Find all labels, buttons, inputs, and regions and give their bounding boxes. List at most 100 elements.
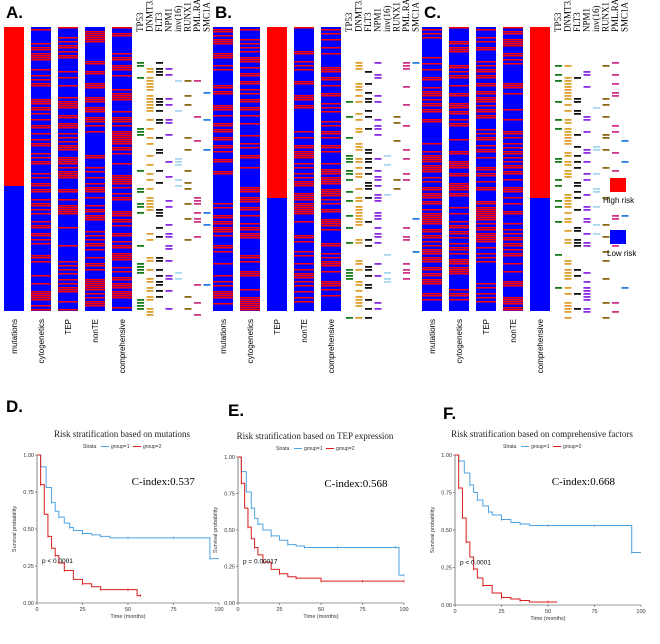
heatmap-stripe — [294, 291, 314, 293]
mutation-mark — [612, 92, 619, 94]
heatmap-stripe — [449, 77, 469, 79]
mutation-mark — [355, 221, 363, 223]
heatmap-stripe — [449, 107, 469, 109]
heatmap-stripe — [31, 309, 51, 311]
heatmap-stripe — [422, 105, 442, 107]
heatmap-stripe — [85, 41, 105, 43]
mutation-mark — [355, 296, 363, 298]
heatmap-stripe — [321, 181, 341, 183]
heatmap-column-comprehensive: comprehensive — [321, 27, 341, 373]
heatmap-column-cytogenetics: cytogenetics — [240, 27, 260, 363]
mutation-mark — [137, 131, 144, 133]
mutation-mark — [156, 68, 163, 70]
km-panel-3: F. Risk stratification based on comprehen… — [430, 404, 646, 622]
mutation-mark — [346, 278, 353, 280]
mutation-mark — [156, 257, 163, 259]
heatmap-stripe — [85, 39, 105, 41]
heatmap-stripe — [58, 163, 78, 165]
mutation-mark — [574, 182, 581, 184]
heatmap-stripe — [31, 203, 51, 205]
heatmap-stripe — [85, 87, 105, 89]
heatmap-stripe — [503, 237, 523, 239]
gene-label: PML.RARα — [610, 0, 620, 32]
heatmap-stripe — [294, 185, 314, 187]
heatmap-stripe — [240, 167, 260, 169]
heatmap-stripe — [85, 33, 105, 35]
mutation-mark — [384, 155, 391, 157]
mutation-mark — [146, 179, 154, 181]
mutation-mark — [621, 140, 629, 142]
mutation-mark — [365, 161, 372, 163]
mutation-mark — [403, 227, 410, 229]
mutation-mark — [564, 287, 572, 289]
heatmap-column-label: cytogenetics — [37, 319, 46, 363]
heatmap-stripe — [31, 119, 51, 121]
km-curve-group=1 — [37, 454, 219, 560]
panel-label: A. — [6, 3, 23, 22]
mutation-mark — [403, 62, 410, 64]
heatmap-stripe — [85, 197, 105, 199]
heatmap-stripe — [213, 85, 233, 87]
heatmap-stripe — [503, 239, 523, 241]
heatmap-stripe — [58, 287, 78, 289]
mutation-mark — [574, 110, 581, 112]
heatmap-stripe — [240, 147, 260, 149]
mutation-mark — [365, 197, 372, 199]
mutation-mark — [612, 215, 619, 217]
mutation-mark — [374, 263, 382, 265]
mutation-mark — [374, 308, 382, 310]
heatmap-stripe — [422, 273, 442, 275]
mutation-mark — [564, 197, 572, 199]
heatmap-stripe — [85, 297, 105, 299]
mutation-mark — [137, 266, 144, 268]
heatmap-stripe — [240, 143, 260, 145]
gene-label: NPM1 — [373, 8, 383, 32]
heatmap-stripe — [503, 187, 523, 189]
heatmap-stripe — [85, 285, 105, 287]
heatmap-stripe — [240, 57, 260, 59]
mutation-mark — [165, 206, 173, 208]
heatmap-stripe — [321, 77, 341, 79]
mutation-mark — [583, 299, 591, 301]
mutation-mark — [137, 263, 144, 265]
heatmap-stripe — [58, 77, 78, 79]
heatmap-stripe — [58, 55, 78, 57]
heatmap-stripe — [476, 237, 496, 239]
heatmap-column-TEP: TEP — [476, 27, 496, 335]
km-panels: D. Risk stratification based on mutations… — [6, 397, 646, 622]
heatmap-stripe — [476, 181, 496, 183]
heatmap-stripe — [240, 305, 260, 307]
heatmap-stripe — [112, 111, 132, 113]
mutation-mark — [146, 137, 154, 139]
heatmap-stripe — [85, 101, 105, 103]
mutation-mark — [146, 128, 154, 130]
mutation-mark — [346, 227, 353, 229]
mutation-mark — [156, 236, 163, 238]
mutation-mark — [146, 83, 154, 85]
heatmap-stripe — [85, 293, 105, 295]
heatmap-column-label: nonTE — [509, 319, 518, 343]
heatmap-stripe — [294, 53, 314, 55]
heatmap-stripe — [240, 235, 260, 237]
mutation-mark — [146, 314, 154, 316]
heatmap-stripe — [422, 223, 442, 225]
mutation-mark — [583, 131, 591, 133]
heatmap-stripe — [85, 131, 105, 133]
mutation-mark — [137, 308, 144, 310]
mutation-mark — [602, 224, 610, 226]
heatmap-column-nonTE: nonTE — [294, 27, 314, 343]
heatmap-stripe — [321, 253, 341, 255]
mutation-mark — [146, 164, 154, 166]
mutation-mark — [146, 206, 154, 208]
heatmap-stripe — [422, 119, 442, 121]
mutation-mark — [365, 275, 372, 277]
heatmap-stripe — [58, 133, 78, 135]
mutation-mark — [374, 158, 382, 160]
km-curve-group=1 — [455, 454, 641, 553]
heatmap-stripe — [476, 173, 496, 175]
mutation-mark — [583, 281, 591, 283]
mutation-mark — [384, 272, 391, 274]
heatmap-stripe — [240, 39, 260, 41]
mutation-mark — [184, 104, 192, 106]
heatmap-stripe — [112, 179, 132, 181]
